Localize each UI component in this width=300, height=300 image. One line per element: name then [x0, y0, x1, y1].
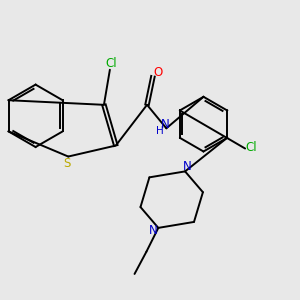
Text: S: S	[63, 158, 70, 170]
Text: O: O	[154, 66, 163, 79]
Text: N: N	[160, 118, 169, 130]
Text: H: H	[156, 126, 164, 136]
Text: Cl: Cl	[245, 141, 257, 154]
Text: N: N	[148, 224, 157, 237]
Text: Cl: Cl	[106, 57, 118, 70]
Text: N: N	[183, 160, 192, 173]
